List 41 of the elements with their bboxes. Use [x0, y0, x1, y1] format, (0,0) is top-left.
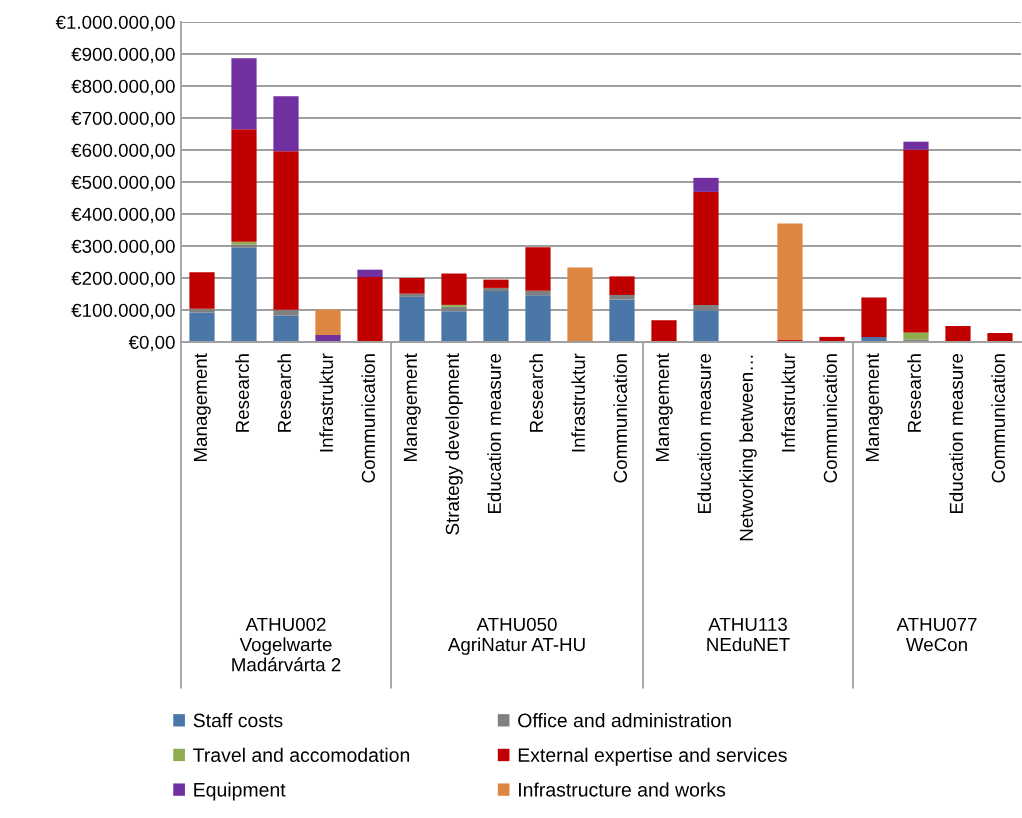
y-tick-label: €500.000,00	[71, 175, 175, 192]
x-tick-label: Networking between…	[739, 355, 757, 541]
y-tick-label: €800.000,00	[71, 79, 175, 96]
legend-label: Staff costs	[193, 713, 283, 728]
text: ATHU050 AgriNatur AT-HU	[447, 617, 585, 655]
x-tick-label: Research	[529, 354, 544, 432]
x-tick-label: Education measure	[697, 353, 712, 514]
legend-label: Infrastructure and works	[519, 782, 726, 797]
y-tick-label: €100.000,00	[71, 303, 175, 320]
y-tick-label: €300.000,00	[71, 239, 175, 256]
x-tick-label: Communication	[361, 354, 376, 483]
x-tick-label: Education measure	[487, 353, 502, 514]
y-tick-label: €200.000,00	[71, 271, 175, 288]
x-tick-label: Infrastruktur	[781, 353, 796, 452]
y-tick-label: €400.000,00	[71, 207, 175, 224]
x-tick-label: Strategy development	[445, 353, 463, 535]
x-tick-label: Communication	[613, 354, 628, 483]
x-tick-label: Education measure	[949, 353, 964, 514]
x-tick-label: Communication	[823, 354, 838, 483]
x-tick-label: Infrastruktur	[319, 353, 334, 452]
x-tick-label: Management	[403, 353, 421, 462]
y-tick-label: €1.000.000,00	[55, 15, 175, 32]
y-tick-label: €600.000,00	[71, 143, 175, 160]
text: ATHU002 Vogelwarte Madárvárta 2	[232, 617, 341, 672]
y-tick-label: €900.000,00	[71, 47, 175, 64]
legend-label: External expertise and services	[518, 747, 787, 766]
x-tick-label: Communication	[991, 354, 1006, 483]
legend-label: Equipment	[194, 782, 286, 801]
x-tick-label: Research	[277, 354, 292, 432]
x-tick-label: Infrastruktur	[571, 353, 586, 452]
x-tick-label: Management	[655, 353, 673, 462]
text: ATHU077 WeCon	[896, 617, 977, 652]
x-tick-label: Research	[907, 354, 922, 432]
x-tick-label: Management	[865, 353, 883, 462]
text: ATHU113 NEduNET	[707, 617, 790, 652]
legend-label: Travel and accomodation	[193, 747, 410, 762]
x-tick-label: Management	[193, 353, 211, 462]
y-tick-label: €700.000,00	[71, 111, 175, 128]
y-tick-label: €0,00	[128, 335, 175, 352]
x-tick-label: Research	[235, 354, 250, 432]
legend-label: Office and administration	[518, 713, 731, 728]
